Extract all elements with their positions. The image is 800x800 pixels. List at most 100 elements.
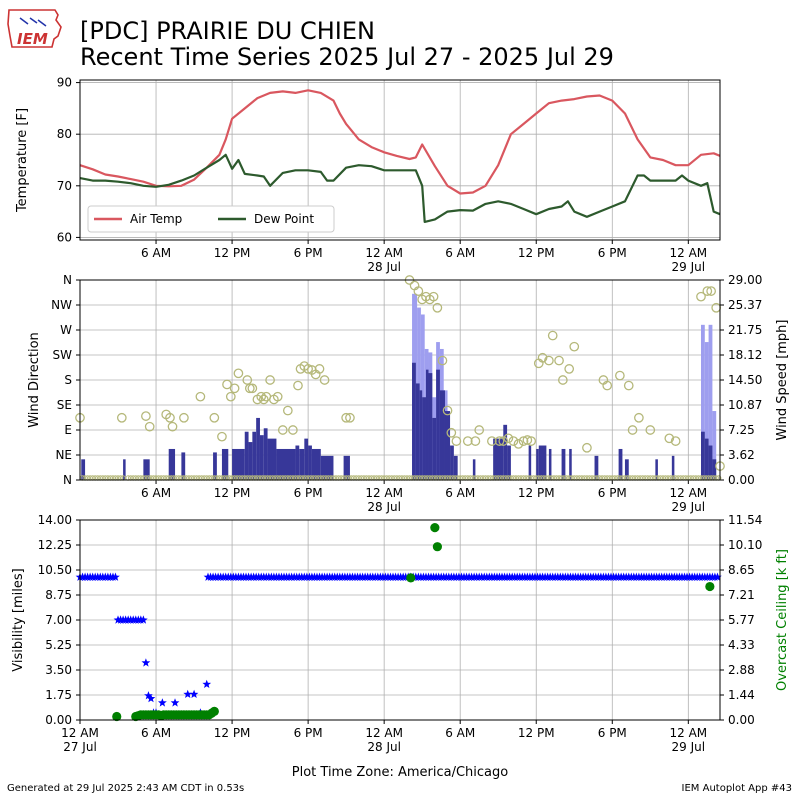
- wind-gust-bar: [704, 342, 709, 480]
- ceiling-tick-label: 1.44: [728, 688, 755, 702]
- wind-direction-point: [165, 412, 175, 423]
- wind-direction-point: [293, 380, 303, 391]
- wind-direction-point: [569, 341, 580, 352]
- svg-text:IEM: IEM: [17, 30, 48, 48]
- wind-speed-bar: [221, 448, 229, 480]
- vis-tick-label: 6 PM: [598, 726, 627, 740]
- wind-direction-point: [116, 412, 127, 423]
- wind-direction-point: [303, 364, 313, 374]
- wind-speed-bar: [422, 397, 426, 480]
- ceiling-tick-label: 7.21: [728, 588, 755, 602]
- ceiling-ylabel: Overcast Ceiling [k ft]: [775, 549, 790, 691]
- visibility-point: [189, 689, 199, 698]
- wind-speed-bar: [343, 455, 350, 480]
- wind-speed-bar: [232, 448, 245, 480]
- wind-direction-point: [627, 425, 638, 435]
- wind-speed-bar: [419, 390, 423, 480]
- vis-tick-sublabel: 29 Jul: [672, 740, 706, 754]
- visibility-tick-label: 8.75: [45, 588, 72, 602]
- wind-speed-bar: [444, 411, 451, 480]
- temp-tick-label: 90: [57, 76, 72, 90]
- wind-direction-point: [582, 442, 592, 453]
- temp-tick-sublabel: 28 Jul: [367, 260, 401, 274]
- wind-direction-ylabel: Wind Direction: [27, 332, 42, 428]
- visibility-point: [139, 615, 148, 624]
- wind-speed-bar: [425, 369, 429, 480]
- wind-direction-point: [706, 286, 716, 296]
- vis-tick-label: 6 AM: [141, 726, 171, 740]
- wind-speed-bar: [304, 438, 309, 480]
- wind-speed-bar: [311, 448, 321, 480]
- wind-speed-bar: [450, 445, 454, 480]
- wind-speed-bar: [168, 448, 176, 480]
- visibility-point: [111, 572, 120, 581]
- wind-direction-point: [277, 425, 288, 435]
- wind-direction-point: [244, 383, 255, 394]
- generated-footer: Generated at 29 Jul 2025 2:43 AM CDT in …: [7, 783, 245, 794]
- visibility-point: [141, 658, 151, 667]
- wind-direction-point: [167, 421, 178, 432]
- wind-speed-bar: [213, 452, 217, 480]
- wind-direction-point: [314, 364, 325, 374]
- wind-direction-point: [247, 383, 258, 394]
- wind-direction-point: [547, 330, 558, 341]
- wind-speed-bar: [295, 445, 300, 480]
- wind-direction-point: [564, 364, 575, 374]
- visibility-ylabel: Visibility [miles]: [11, 568, 26, 671]
- wind-speed-bar: [624, 459, 629, 480]
- wind-speed-tick-label: 21.75: [728, 323, 762, 337]
- visibility-point: [202, 679, 212, 688]
- wind-direction-point: [645, 425, 656, 435]
- wind-direction-tick-label: W: [60, 323, 72, 337]
- wind-direction-point: [233, 368, 244, 379]
- wind-direction-point: [462, 436, 473, 446]
- wind-direction-point: [288, 425, 298, 435]
- wind-tick-sublabel: 29 Jul: [672, 500, 706, 514]
- x-axis-label: Plot Time Zone: America/Chicago: [292, 765, 508, 780]
- wind-direction-point: [144, 421, 155, 432]
- wind-speed-bar: [528, 445, 532, 480]
- wind-speed-tick-label: 3.62: [728, 448, 755, 462]
- vis-tick-label: 12 AM: [61, 726, 99, 740]
- wind-speed-tick-label: 18.12: [728, 348, 762, 362]
- wind-speed-tick-label: 10.87: [728, 398, 762, 412]
- app-footer: IEM Autoplot App #43: [681, 783, 792, 794]
- wind-speed-bar: [259, 435, 264, 480]
- wind-direction-point: [272, 391, 283, 402]
- wind-speed-bar: [569, 448, 572, 480]
- visibility-point: [144, 691, 153, 700]
- wind-direction-tick-label: E: [64, 423, 72, 437]
- wind-speed-ylabel: Wind Speed [mph]: [775, 320, 790, 441]
- wind-speed-bar: [700, 431, 705, 480]
- wind-direction-point: [696, 291, 706, 302]
- series-line-air-temp: [79, 89, 721, 195]
- temp-tick-label: 12 PM: [518, 246, 555, 260]
- ceiling-point: [430, 523, 440, 533]
- wind-direction-point: [225, 391, 236, 402]
- wind-speed-bar: [536, 448, 539, 480]
- visibility-tick-label: 3.50: [45, 663, 72, 677]
- ceiling-tick-label: 4.33: [728, 638, 755, 652]
- wind-direction-point: [256, 391, 267, 402]
- visibility-tick-label: 5.25: [45, 638, 72, 652]
- wind-direction-point: [209, 412, 220, 423]
- visibility-tick-label: 14.00: [38, 513, 72, 527]
- wind-direction-point: [526, 436, 537, 446]
- wind-direction-point: [413, 286, 424, 296]
- wind-direction-point: [670, 436, 681, 446]
- wind-axes-frame: [79, 279, 721, 481]
- temp-tick-label: 12 PM: [214, 246, 251, 260]
- temp-tick-label: 70: [57, 179, 72, 193]
- wind-direction-tick-label: SE: [57, 398, 72, 412]
- wind-direction-point: [474, 425, 485, 435]
- wind-direction-tick-label: N: [63, 473, 72, 487]
- wind-tick-sublabel: 28 Jul: [367, 500, 401, 514]
- visibility-tick-label: 1.75: [45, 688, 72, 702]
- wind-speed-tick-label: 14.50: [728, 373, 762, 387]
- wind-direction-point: [229, 383, 240, 394]
- wind-speed-bar: [439, 390, 445, 480]
- ceiling-point: [209, 706, 219, 716]
- ceiling-tick-label: 5.77: [728, 613, 755, 627]
- wind-direction-point: [437, 355, 448, 366]
